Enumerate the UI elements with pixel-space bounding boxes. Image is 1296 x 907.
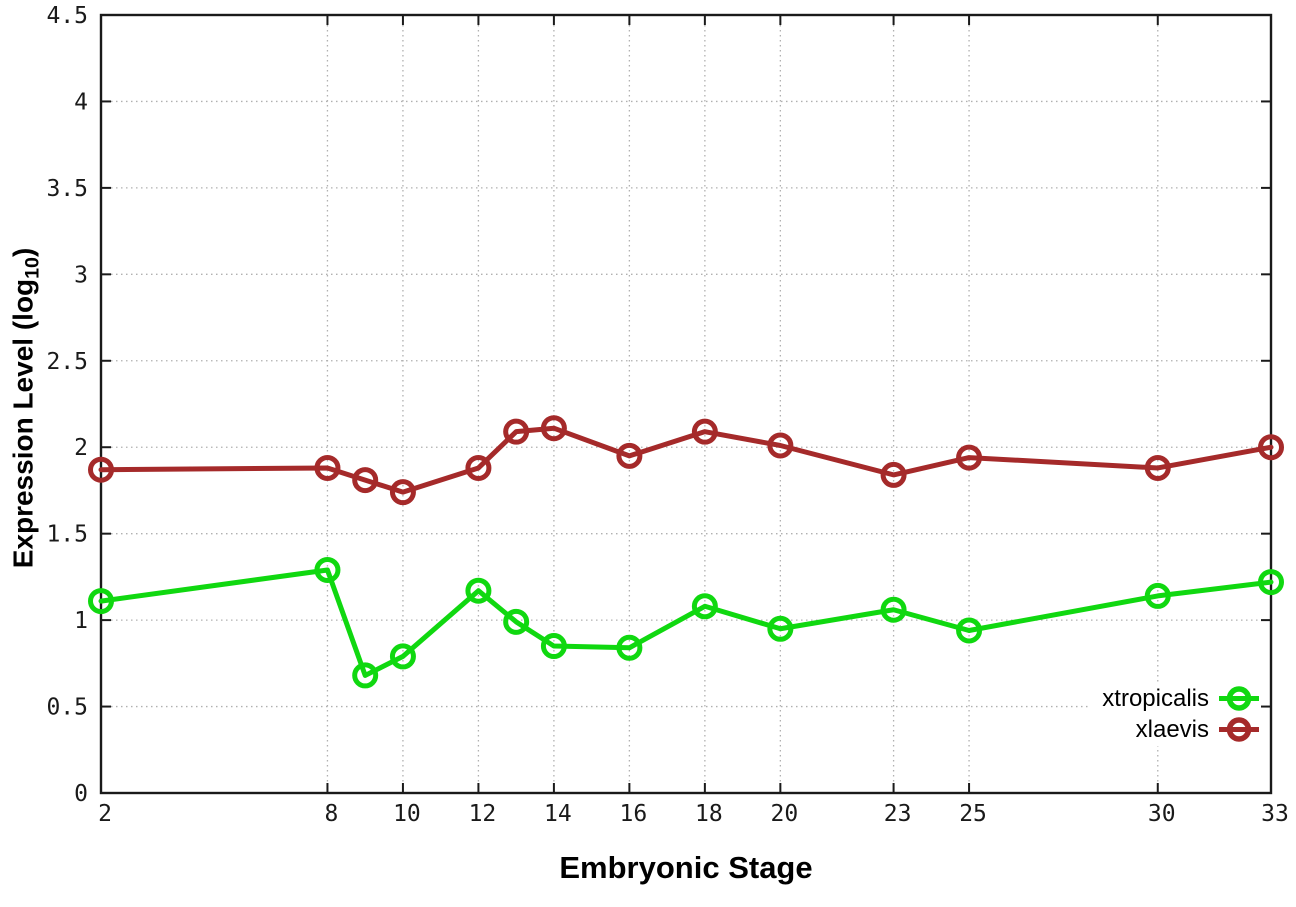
- x-axis-title: Embryonic Stage: [559, 850, 813, 885]
- legend-item-xtropicalis: xtropicalis: [1102, 684, 1260, 713]
- plot-border: [99, 13, 1273, 795]
- data-point-xlaevis: [88, 456, 114, 483]
- data-point-xtropicalis: [767, 615, 794, 642]
- x-tick-label: 20: [771, 801, 799, 827]
- x-tick-label: 10: [393, 801, 421, 827]
- legend-marker-xtropicalis-icon: [1219, 686, 1259, 711]
- y-tick-label: 2: [74, 435, 88, 461]
- data-point-xlaevis: [465, 454, 492, 481]
- x-tick-label: 23: [884, 801, 912, 827]
- y-tick-label: 3: [74, 262, 88, 288]
- legend: xtropicalis xlaevis: [1088, 682, 1260, 746]
- data-point-xlaevis: [352, 467, 379, 494]
- y-axis-title-close: ): [7, 247, 39, 258]
- data-point-xtropicalis: [880, 596, 907, 623]
- series-xlaevis: [88, 415, 1284, 506]
- data-point-xtropicalis: [540, 633, 567, 660]
- data-point-xtropicalis: [956, 617, 983, 644]
- x-tick-label: 12: [469, 801, 497, 827]
- data-point-xlaevis: [314, 454, 341, 481]
- x-tick-label: 2: [98, 801, 112, 827]
- data-point-xlaevis: [880, 461, 907, 488]
- data-point-xlaevis: [1258, 434, 1284, 461]
- data-point-xtropicalis: [1144, 582, 1171, 609]
- tick-marks: [100, 14, 1272, 794]
- x-tick-label: 25: [959, 801, 987, 827]
- data-point-xlaevis: [691, 418, 718, 445]
- data-point-xtropicalis: [352, 662, 379, 689]
- y-tick-label: 2.5: [46, 349, 88, 375]
- x-tick-label: 8: [325, 801, 339, 827]
- series-xtropicalis: [88, 556, 1284, 689]
- legend-label-xlaevis: xlaevis: [1135, 715, 1209, 743]
- x-tick-label: 18: [695, 801, 723, 827]
- y-axis-title: Expression Level (log10): [8, 248, 45, 569]
- y-tick-label: 1.5: [46, 522, 88, 548]
- legend-label-xtropicalis: xtropicalis: [1102, 684, 1209, 712]
- data-point-xlaevis: [767, 432, 794, 459]
- data-point-xtropicalis: [465, 577, 492, 604]
- y-tick-label: 3.5: [46, 176, 88, 202]
- data-point-xlaevis: [616, 442, 643, 469]
- y-tick-label: 4: [74, 89, 88, 115]
- y-tick-labels: 0 0.5 1 1.5 2 2.5 3 3.5 4 4.5: [46, 3, 88, 807]
- y-tick-label: 4.5: [46, 3, 88, 29]
- x-tick-label: 14: [544, 801, 572, 827]
- legend-item-xlaevis: xlaevis: [1102, 715, 1260, 744]
- data-point-xtropicalis: [314, 556, 341, 583]
- data-point-xlaevis: [389, 479, 416, 506]
- series-line-xtropicalis: [98, 567, 1274, 678]
- x-tick-label: 33: [1261, 801, 1289, 827]
- y-tick-label: 0: [74, 781, 88, 807]
- y-axis-title-subscript: 10: [21, 257, 44, 279]
- gridlines: [101, 15, 1271, 793]
- x-tick-label: 30: [1148, 801, 1176, 827]
- y-tick-label: 0.5: [46, 695, 88, 721]
- data-point-xtropicalis: [691, 593, 718, 620]
- data-point-xtropicalis: [503, 608, 530, 635]
- y-tick-label: 1: [74, 608, 88, 634]
- data-point-xlaevis: [1144, 454, 1171, 481]
- x-tick-labels: 2 8 10 12 14 16 18 20 23 25 30 33: [98, 801, 1289, 827]
- data-point-xlaevis: [503, 418, 530, 445]
- series-line-xlaevis: [98, 425, 1274, 495]
- data-point-xtropicalis: [616, 634, 643, 661]
- data-point-xlaevis: [956, 444, 983, 471]
- legend-marker-xlaevis-icon: [1219, 717, 1259, 742]
- data-point-xtropicalis: [1258, 569, 1284, 596]
- y-axis-title-text: Expression Level (log: [7, 278, 39, 569]
- data-point-xtropicalis: [389, 643, 416, 670]
- data-point-xlaevis: [540, 415, 567, 442]
- x-tick-label: 16: [620, 801, 648, 827]
- data-point-xtropicalis: [88, 588, 114, 615]
